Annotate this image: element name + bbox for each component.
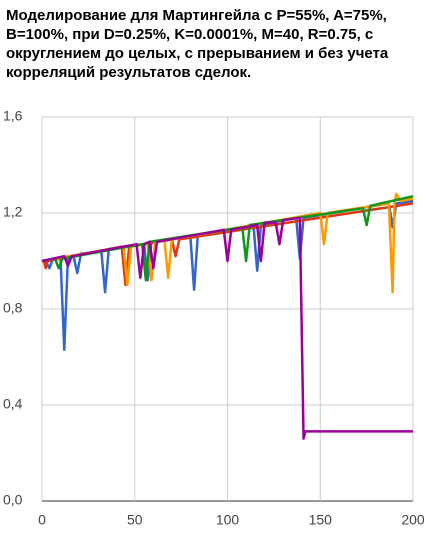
y-tick-label: 1,6	[3, 108, 23, 124]
line-series	[41, 216, 413, 440]
chart-title: Моделирование для Мартингейла с P=55%, A…	[6, 7, 389, 81]
x-tick-label: 0	[38, 512, 46, 528]
x-tick-label: 150	[309, 512, 333, 528]
x-tick-label: 50	[127, 512, 143, 528]
y-tick-label: 0,8	[3, 300, 23, 316]
y-tick-label: 0,4	[3, 396, 23, 412]
x-tick-label: 100	[216, 512, 240, 528]
y-tick-label: 1,2	[3, 204, 23, 220]
x-tick-label: 200	[401, 512, 425, 528]
line-series	[42, 202, 414, 287]
y-tick-label: 0,0	[3, 492, 23, 508]
